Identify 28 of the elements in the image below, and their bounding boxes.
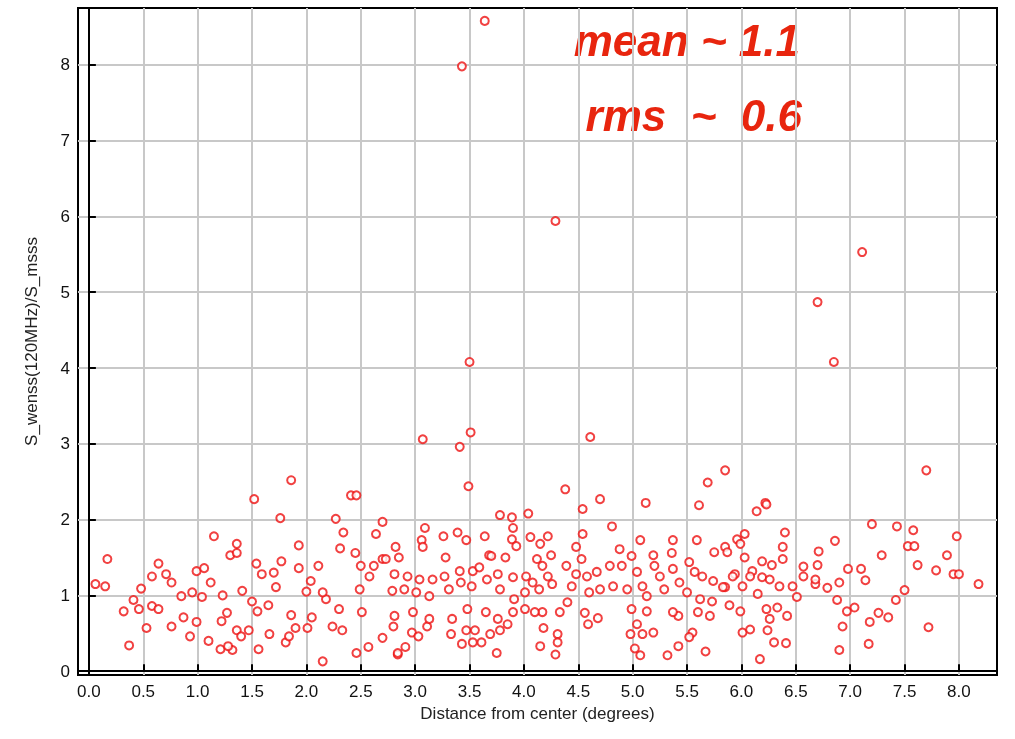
x-tick-label: 1.0 — [185, 682, 210, 701]
x-tick-label: 6.5 — [783, 682, 808, 701]
y-tick-label: 5 — [60, 282, 70, 302]
x-tick-label: 2.5 — [348, 682, 373, 701]
y-tick-label: 7 — [60, 131, 70, 151]
y-tick-label: 6 — [60, 206, 70, 226]
x-tick-label: 3.5 — [457, 682, 482, 701]
y-tick-label: 0 — [60, 661, 70, 681]
y-axis-title: S_wenss(120MHz)/S_msss — [22, 237, 41, 446]
y-tick-label: 8 — [60, 55, 70, 75]
x-tick-label: 0.5 — [131, 682, 156, 701]
y-tick-label: 1 — [60, 585, 70, 605]
x-tick-label: 5.5 — [675, 682, 699, 701]
y-tick-label: 3 — [60, 434, 70, 454]
x-tick-label: 0.0 — [77, 682, 101, 701]
y-tick-label: 2 — [60, 510, 70, 530]
x-tick-label: 1.5 — [240, 682, 264, 701]
x-tick-label: 2.0 — [294, 682, 319, 701]
x-tick-label: 7.5 — [892, 682, 917, 701]
x-tick-label: 5.0 — [620, 682, 645, 701]
x-tick-label: 3.0 — [403, 682, 427, 701]
x-tick-label: 4.5 — [566, 682, 591, 701]
y-tick-label: 4 — [60, 358, 70, 378]
x-axis-title: Distance from center (degrees) — [420, 704, 655, 723]
x-tick-label: 6.0 — [729, 682, 754, 701]
x-tick-label: 7.0 — [838, 682, 862, 701]
x-tick-label: 8.0 — [947, 682, 971, 701]
x-tick-label: 4.0 — [512, 682, 536, 701]
